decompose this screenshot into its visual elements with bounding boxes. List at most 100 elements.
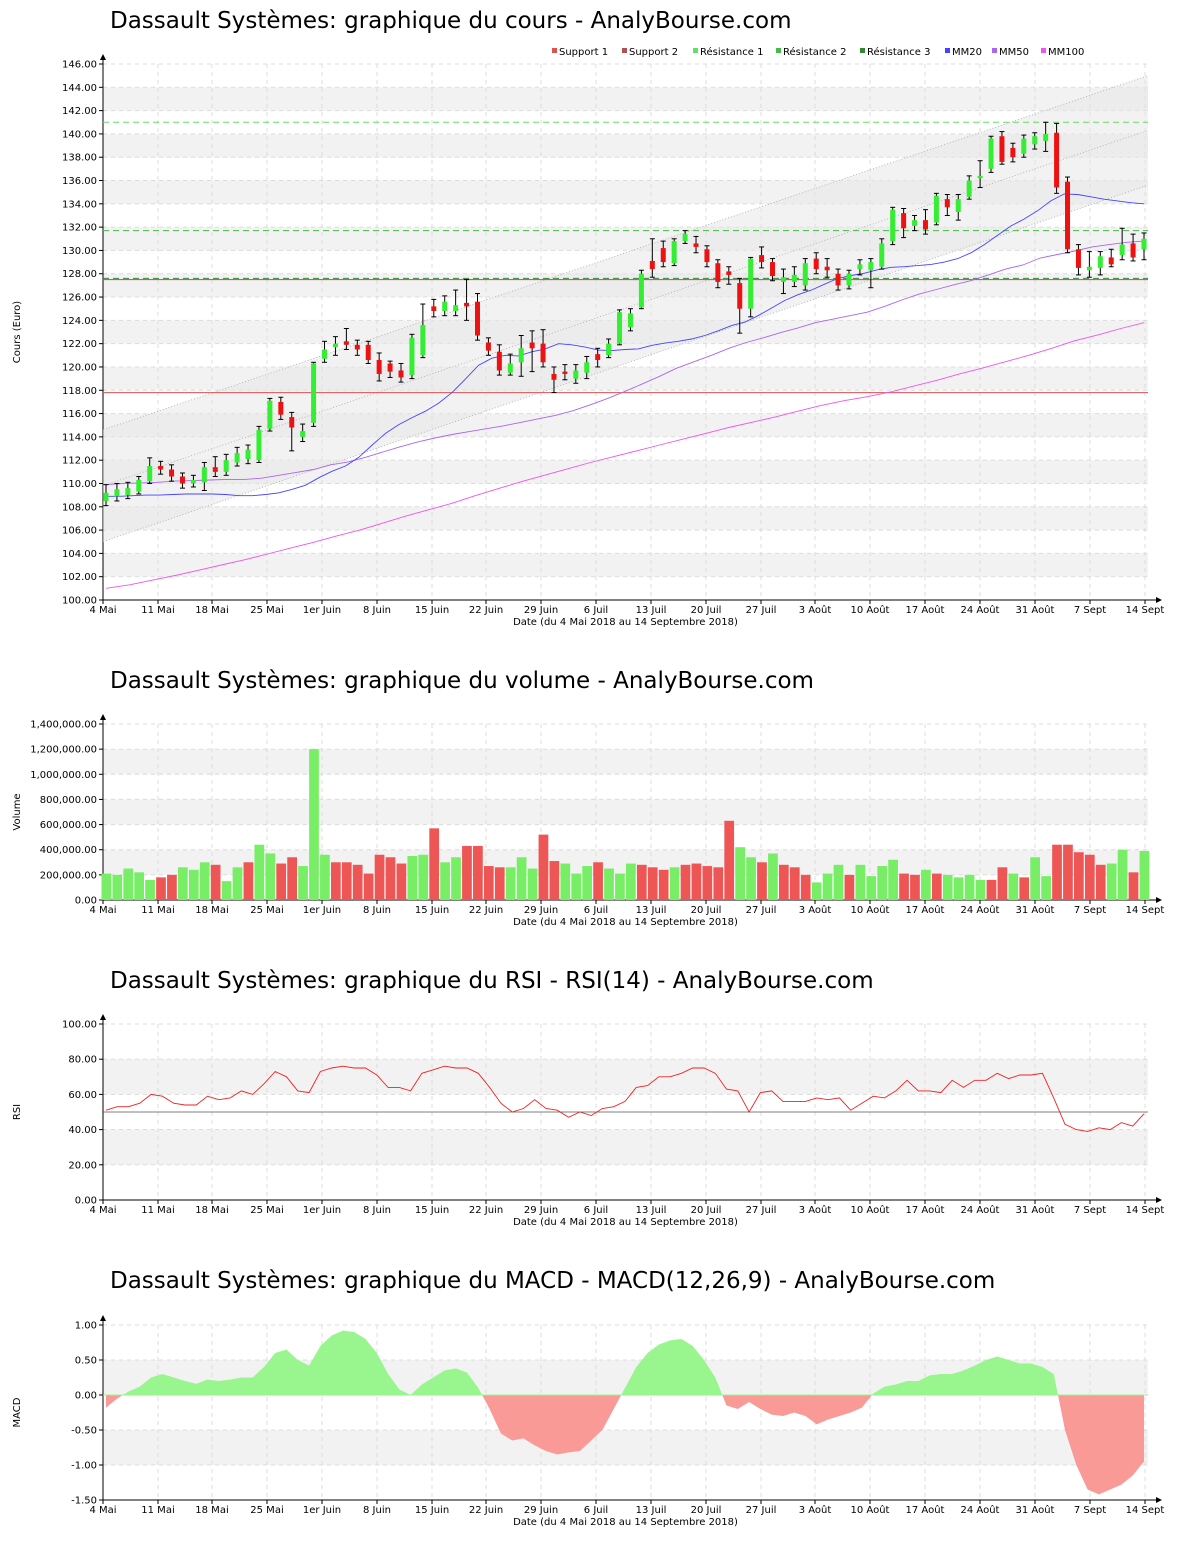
- price-y-tick-label: 136.00: [62, 176, 97, 187]
- price-candle: [759, 246, 765, 269]
- price-y-axis-arrow: [100, 54, 106, 60]
- price-y-tick-label: 106.00: [62, 526, 97, 537]
- price-candle: [562, 364, 568, 381]
- volume-bar: [658, 869, 669, 900]
- volume-bar: [134, 872, 145, 900]
- price-candle-body: [649, 260, 655, 270]
- volume-band: [103, 799, 1148, 825]
- price-candle-body: [114, 489, 120, 497]
- mm20-line: [106, 193, 1145, 497]
- price-candle: [1119, 227, 1125, 261]
- volume-bar: [167, 874, 177, 900]
- volume-x-tick-label: 20 Juil: [691, 905, 722, 916]
- price-candle-body: [562, 371, 568, 374]
- price-candle-body: [748, 258, 754, 309]
- price-candle: [354, 339, 360, 356]
- price-candle: [190, 474, 196, 488]
- volume-bar: [593, 862, 603, 900]
- volume-x-tick-label: 10 Août: [851, 904, 890, 916]
- price-y-tick-label: 100.00: [62, 596, 97, 607]
- volume-bar: [997, 867, 1008, 900]
- volume-bar: [953, 877, 964, 900]
- price-candle: [114, 482, 120, 502]
- price-candle-body: [551, 373, 557, 380]
- price-candle-body: [212, 467, 218, 472]
- price-candle-body: [289, 417, 295, 428]
- price-candle: [1108, 248, 1114, 268]
- price-y-axis-label: Cours (Euro): [12, 301, 23, 364]
- volume-bar: [811, 882, 822, 900]
- price-candle: [955, 194, 961, 221]
- rsi-y-tick-label: 0.00: [75, 1196, 97, 1207]
- price-candle: [868, 258, 874, 289]
- price-candle: [540, 329, 546, 368]
- price-candle: [966, 175, 972, 200]
- rsi-x-tick-label: 29 Juin: [524, 1205, 558, 1216]
- price-x-tick-label: 22 Juin: [469, 605, 503, 616]
- price-candle-body: [409, 337, 415, 376]
- price-candle: [824, 258, 830, 278]
- price-y-tick-label: 108.00: [62, 502, 97, 513]
- volume-bar: [309, 749, 319, 900]
- macd-x-tick-label: 3 Août: [799, 1504, 832, 1516]
- volume-bar: [615, 873, 625, 900]
- price-candle: [103, 484, 109, 507]
- price-candle: [223, 453, 229, 476]
- volume-bar: [451, 857, 461, 900]
- price-band: [103, 553, 1148, 577]
- price-legend-swatch: [693, 48, 698, 53]
- price-candle-body: [791, 274, 797, 282]
- macd-x-tick-label: 31 Août: [1016, 1504, 1055, 1516]
- price-candle-body: [496, 351, 502, 371]
- macd-band: [103, 1430, 1148, 1465]
- volume-bar: [243, 862, 254, 900]
- rsi-x-tick-label: 18 Mai: [195, 1205, 228, 1216]
- price-candle: [464, 279, 470, 321]
- volume-x-tick-label: 17 Août: [906, 904, 945, 916]
- macd-y-tick-label: 1.00: [75, 1321, 97, 1332]
- price-candle-body: [999, 136, 1005, 162]
- price-candle-body: [693, 243, 699, 247]
- volume-bar: [1095, 864, 1106, 900]
- macd-x-tick-label: 29 Juin: [524, 1505, 558, 1516]
- macd-x-tick-label: 24 Août: [961, 1504, 1000, 1516]
- price-y-tick-label: 138.00: [62, 153, 97, 164]
- volume-x-tick-label: 25 Mai: [250, 905, 283, 916]
- volume-bar: [647, 867, 658, 900]
- price-candle: [1021, 134, 1027, 158]
- price-candle-body: [890, 209, 896, 242]
- price-y-tick-label: 120.00: [62, 362, 97, 373]
- rsi-x-tick-label: 24 Août: [961, 1204, 1000, 1216]
- volume-bar: [407, 856, 418, 900]
- volume-bar: [1041, 876, 1051, 900]
- price-y-tick-label: 140.00: [62, 129, 97, 140]
- macd-x-tick-label: 27 Juil: [746, 1505, 777, 1516]
- volume-x-tick-label: 6 Juil: [584, 905, 608, 916]
- price-candle: [332, 336, 338, 356]
- price-candle: [682, 230, 688, 244]
- price-y-tick-label: 146.00: [62, 60, 97, 71]
- price-channel-upper: [102, 75, 1149, 431]
- price-legend-swatch: [622, 48, 627, 53]
- volume-bar: [582, 866, 593, 900]
- volume-bar: [735, 847, 745, 900]
- price-candle-body: [835, 273, 841, 286]
- volume-bar: [746, 857, 756, 900]
- volume-bar: [177, 867, 188, 900]
- price-candle-body: [376, 359, 382, 374]
- price-candle: [879, 238, 885, 270]
- price-candle-body: [857, 264, 863, 270]
- price-candle: [322, 340, 328, 363]
- rsi-x-axis-label: Date (du 4 Mai 2018 au 14 Septembre 2018…: [513, 1217, 738, 1228]
- price-candle-body: [802, 263, 808, 286]
- price-candle-body: [780, 277, 786, 282]
- price-candle-body: [1108, 257, 1114, 265]
- rsi-x-tick-label: 6 Juil: [584, 1205, 608, 1216]
- price-candle: [158, 460, 164, 475]
- price-candle-body: [813, 258, 819, 270]
- volume-bar: [560, 863, 571, 900]
- volume-bar: [276, 863, 287, 900]
- price-candle: [933, 192, 939, 226]
- price-x-axis-label: Date (du 4 Mai 2018 au 14 Septembre 2018…: [513, 617, 738, 628]
- volume-y-axis-label: Volume: [12, 793, 23, 830]
